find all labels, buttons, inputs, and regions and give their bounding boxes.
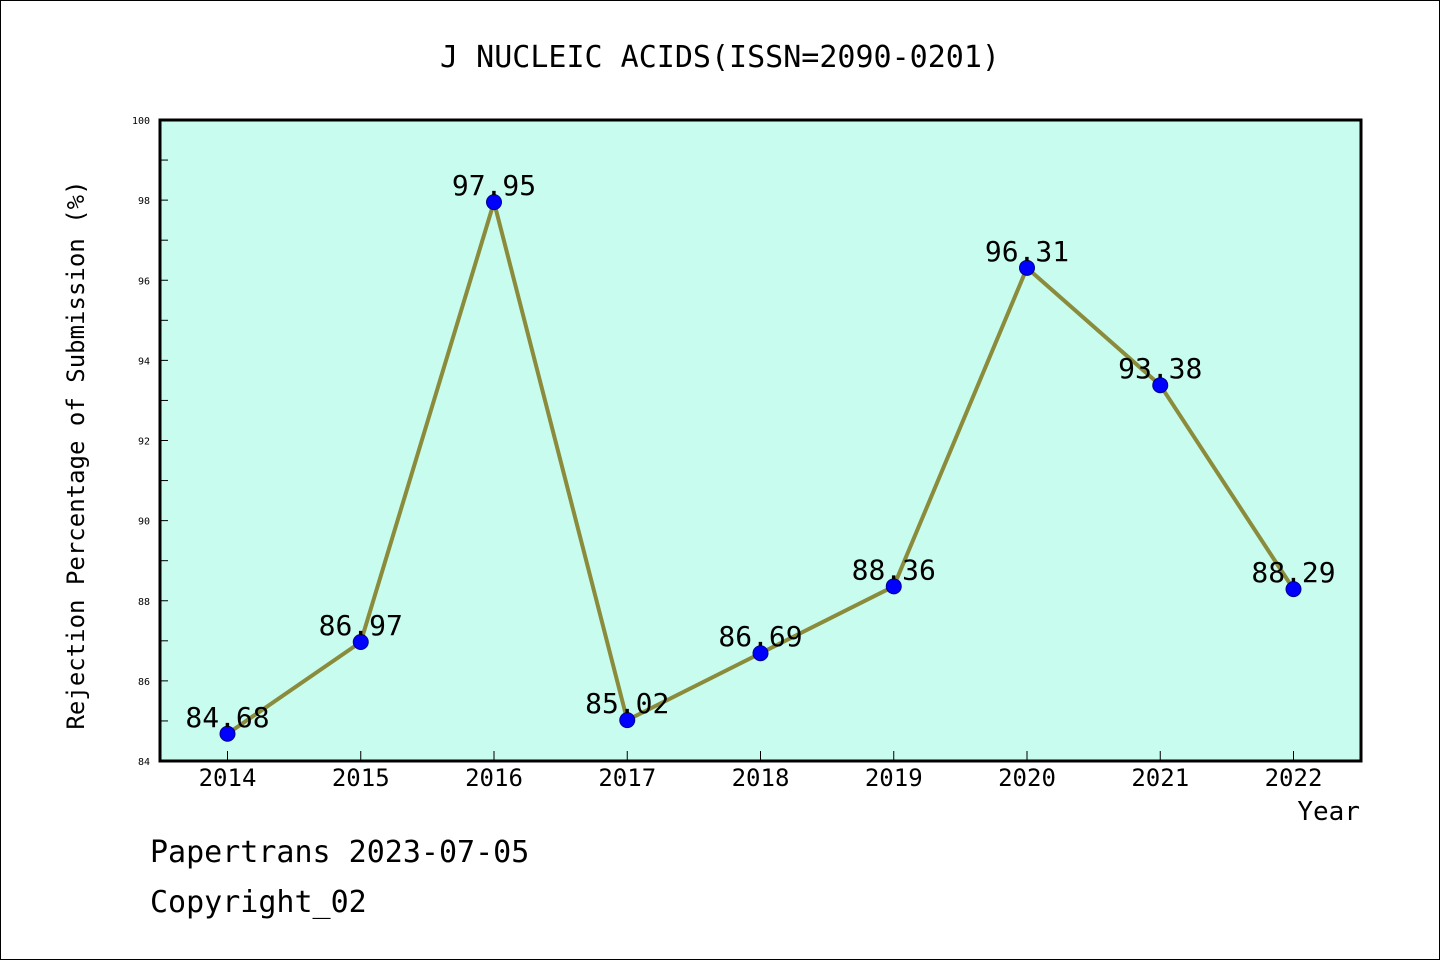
data-point [752,645,769,662]
y-tick-label: 92 [138,437,150,448]
footer-date: Papertrans 2023-07-05 [150,835,530,870]
data-point [1152,377,1169,394]
data-label: 86.69 [718,620,802,653]
data-label: 88.36 [852,553,936,586]
data-label: 96.31 [985,235,1069,268]
data-point [352,634,369,651]
x-axis-label: Year [1297,797,1360,827]
x-axis: 2014 2015 2016 2017 2018 2019 2020 2021 2022 [199,751,1323,792]
data-label: 97.95 [452,169,536,202]
data-label: 84.68 [185,701,269,734]
data-point [219,725,236,742]
x-tick-label: 2020 [998,764,1056,792]
x-tick-label: 2016 [465,764,523,792]
y-tick-label: 94 [138,356,150,367]
chart-title: J NUCLEIC ACIDS(ISSN=2090-0201) [440,40,1000,75]
data-point [1285,581,1302,598]
data-point [486,194,502,211]
x-tick-label: 2021 [1131,764,1189,792]
x-tick-label: 2015 [332,764,390,792]
y-tick-label: 98 [138,196,150,207]
data-point [885,578,902,595]
x-tick-label: 2022 [1265,764,1323,792]
plot-border [158,118,1363,763]
data-labels: 84.68 86.97 97.95 85.02 86.69 88.36 96.31 93.38… [185,169,1335,734]
y-tick-label: 96 [138,276,150,287]
y-tick-label: 84 [138,757,150,768]
y-tick-label: 90 [138,517,150,528]
data-label: 85.02 [585,687,669,720]
y-tick-label: 88 [138,597,150,608]
data-label: 93.38 [1118,352,1202,385]
y-tick-label: 100 [132,116,150,127]
data-point [619,712,636,729]
data-label: 88.29 [1251,556,1335,589]
y-tick-label: 86 [138,677,150,688]
y-axis-label: Rejection Percentage of Submission (%) [62,180,90,729]
x-tick-label: 2017 [598,764,656,792]
footer-copyright: Copyright_02 [150,885,367,920]
data-point [1019,259,1035,276]
plot-area [160,120,1361,761]
data-label: 86.97 [319,609,403,642]
data-markers [219,194,1302,742]
x-tick-label: 2018 [732,764,790,792]
x-tick-label: 2019 [865,764,923,792]
x-tick-label: 2014 [199,764,257,792]
